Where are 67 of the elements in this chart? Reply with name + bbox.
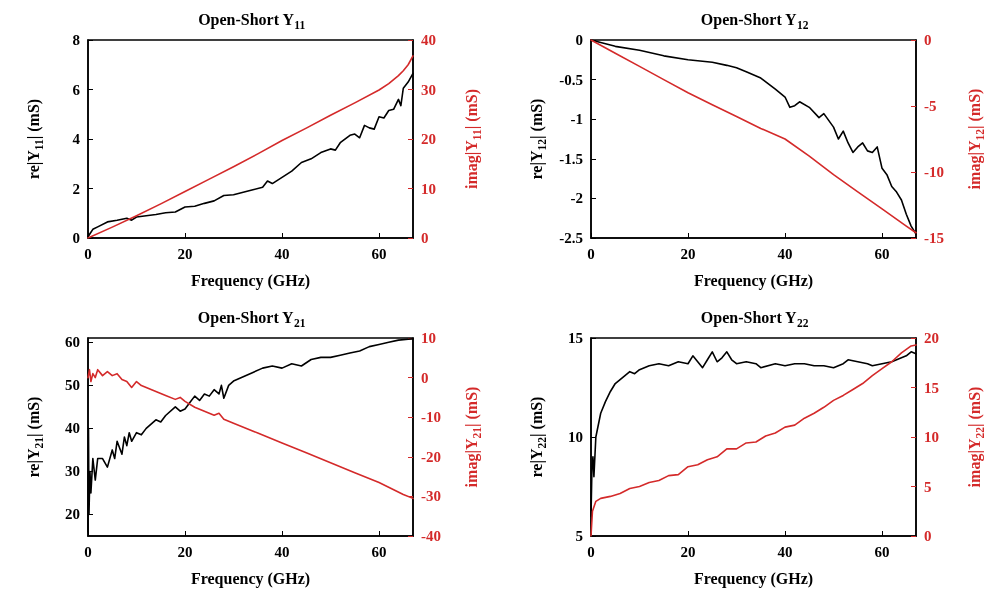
x-tick-label: 0	[84, 543, 92, 560]
x-tick-label: 60	[874, 245, 890, 262]
y2-tick-label: 10	[421, 330, 436, 346]
y-tick-label: 6	[72, 81, 81, 98]
y2-axis-title: imag|Y21| (mS)	[463, 386, 484, 488]
y-tick-label: -2	[570, 190, 583, 207]
y-tick-label: 0	[72, 230, 80, 246]
y-tick-label: -0.5	[559, 71, 583, 88]
x-tick-label: 20	[177, 245, 193, 262]
x-tick-label: 0	[84, 245, 92, 262]
y2-tick-label: 0	[924, 32, 932, 48]
y2-tick-label: 0	[924, 528, 932, 544]
y2-tick-label: -15	[924, 230, 944, 246]
x-axis-title: Frequency (GHz)	[693, 272, 814, 291]
y2-axis-title: imag|Y22| (mS)	[966, 386, 987, 488]
y2-tick-label: 10	[421, 180, 436, 197]
x-axis-title: Frequency (GHz)	[190, 272, 311, 291]
x-tick-label: 60	[371, 245, 387, 262]
y-tick-label: 10	[568, 429, 583, 445]
y-tick-label: 20	[65, 506, 80, 523]
y-tick-label: 4	[72, 131, 81, 147]
x-tick-label: 40	[274, 245, 290, 262]
y2-tick-label: -40	[421, 528, 441, 544]
y-tick-label: 15	[568, 330, 583, 346]
y2-tick-label: 5	[924, 478, 932, 495]
y2-tick-label: 0	[421, 369, 429, 386]
y2-tick-label: 0	[421, 230, 429, 246]
y2-tick-label: -10	[924, 164, 944, 180]
y-tick-label: -2.5	[559, 230, 583, 246]
y-tick-label: 40	[65, 420, 80, 437]
x-tick-label: 20	[680, 543, 696, 560]
y2-axis-title: imag|Y11| (mS)	[463, 88, 484, 190]
x-tick-label: 0	[587, 245, 595, 262]
y-axis-title: re|Y11| (mS)	[24, 98, 45, 180]
y-tick-label: 0	[575, 32, 583, 48]
y2-tick-label: 40	[421, 32, 436, 48]
x-tick-label: 60	[371, 543, 387, 560]
y2-tick-label: -5	[924, 98, 937, 114]
y2-tick-label: 20	[421, 131, 436, 147]
x-axis-title: Frequency (GHz)	[693, 570, 814, 589]
y-tick-label: 8	[72, 32, 80, 48]
x-tick-label: 20	[177, 543, 193, 560]
y2-tick-label: 10	[924, 429, 939, 445]
y-tick-label: 2	[72, 180, 80, 197]
x-axis-title: Frequency (GHz)	[190, 570, 311, 589]
y2-tick-label: -10	[421, 409, 441, 426]
y2-tick-label: 30	[421, 81, 436, 98]
y2-tick-label: 20	[924, 330, 939, 346]
y-axis-title: re|Y22| (mS)	[527, 396, 548, 478]
y-axis-title: re|Y21| (mS)	[24, 396, 45, 478]
x-tick-label: 0	[587, 543, 595, 560]
y-tick-label: -1	[570, 111, 583, 128]
x-tick-label: 40	[274, 543, 290, 560]
y-tick-label: 30	[65, 463, 80, 480]
y-tick-label: 50	[65, 377, 80, 394]
y2-tick-label: -20	[421, 448, 441, 465]
y2-tick-label: -30	[421, 488, 441, 505]
x-tick-label: 40	[777, 543, 793, 560]
x-tick-label: 40	[777, 245, 793, 262]
y2-axis-title: imag|Y12| (mS)	[966, 88, 987, 190]
y-tick-label: 5	[575, 528, 583, 544]
x-tick-label: 20	[680, 245, 696, 262]
y2-tick-label: 15	[924, 379, 939, 396]
y-tick-label: 60	[65, 334, 80, 351]
x-tick-label: 60	[874, 543, 890, 560]
y-axis-title: re|Y12| (mS)	[527, 98, 548, 180]
y-tick-label: -1.5	[559, 150, 583, 167]
